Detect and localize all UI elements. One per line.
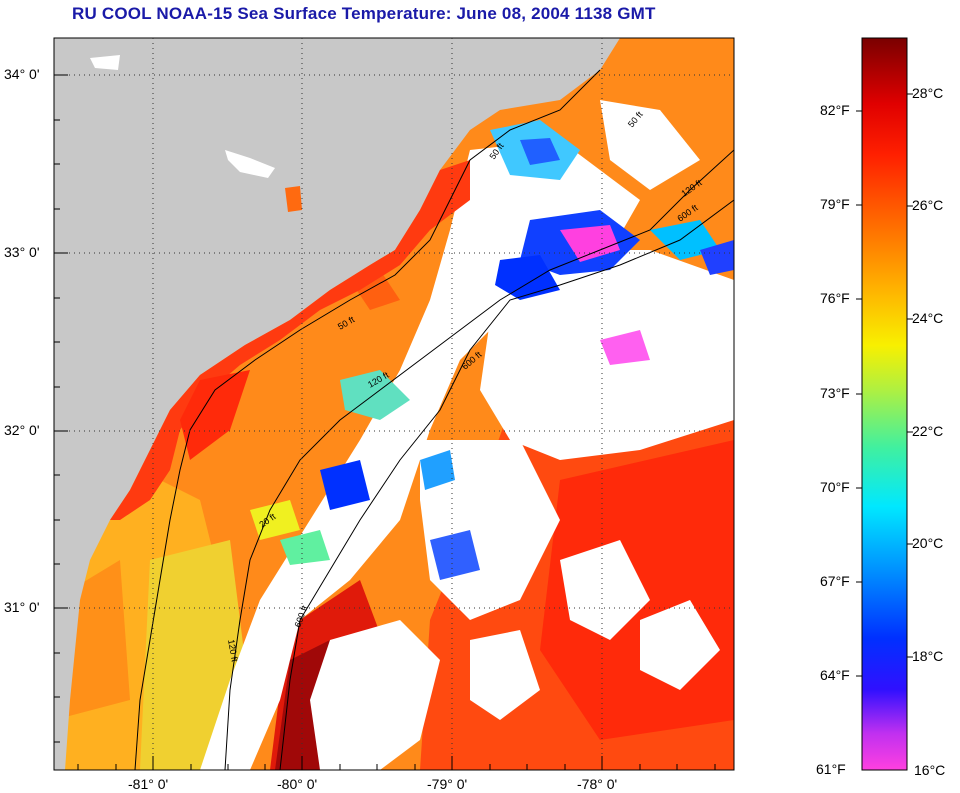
colorbar-c-label: 24°C <box>912 310 944 326</box>
colorbar-f-label: 79°F <box>820 196 850 212</box>
colorbar-f-label: 64°F <box>820 667 850 683</box>
lon-label: -81° 0' <box>128 776 169 792</box>
map-title: RU COOL NOAA-15 Sea Surface Temperature:… <box>72 4 656 23</box>
colorbar-f-label: 67°F <box>820 573 850 589</box>
lon-label: -79° 0' <box>427 776 468 792</box>
lat-label: 33° 0' <box>4 244 40 260</box>
lat-label: 34° 0' <box>4 66 40 82</box>
colorbar-f-label: 61°F <box>816 761 846 777</box>
colorbar-c-label: 26°C <box>912 197 944 213</box>
colorbar <box>861 37 908 771</box>
contour-label: 120 ft <box>226 639 240 663</box>
colorbar-c-label: 20°C <box>912 535 944 551</box>
lon-label: -78° 0' <box>577 776 618 792</box>
colorbar-f-label: 70°F <box>820 479 850 495</box>
colorbar-f-label: 73°F <box>820 385 850 401</box>
lon-label: -80° 0' <box>277 776 318 792</box>
colorbar-c-label: 22°C <box>912 423 944 439</box>
colorbar-f-label: 82°F <box>820 102 850 118</box>
lat-label: 31° 0' <box>4 599 40 615</box>
map-frame <box>53 37 735 771</box>
lat-label: 32° 0' <box>4 422 40 438</box>
colorbar-c-label: 16°C <box>914 762 946 778</box>
colorbar-c-label: 28°C <box>912 85 944 101</box>
colorbar-f-label: 76°F <box>820 290 850 306</box>
colorbar-c-label: 18°C <box>912 648 944 664</box>
land-area <box>54 38 620 770</box>
